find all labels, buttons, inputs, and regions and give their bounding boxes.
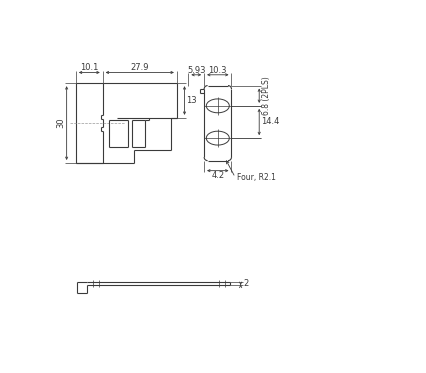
Text: 14.4: 14.4: [262, 117, 280, 126]
Text: 30: 30: [56, 118, 65, 128]
Text: 4.2: 4.2: [211, 172, 225, 181]
Text: Four, R2.1: Four, R2.1: [237, 173, 276, 182]
Text: 2: 2: [244, 279, 249, 288]
Text: 6.8 (2PLS): 6.8 (2PLS): [262, 76, 271, 115]
Text: 27.9: 27.9: [130, 63, 149, 72]
Text: 5.93: 5.93: [187, 66, 205, 75]
Text: 10.3: 10.3: [209, 66, 227, 75]
Text: 10.1: 10.1: [80, 63, 98, 72]
Text: 13: 13: [186, 96, 197, 105]
